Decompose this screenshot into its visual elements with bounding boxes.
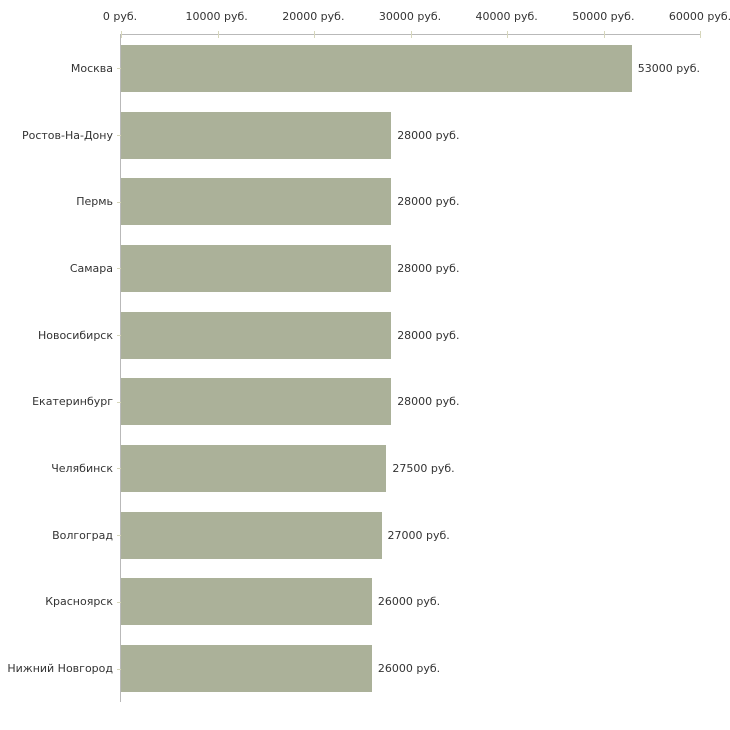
x-axis-tick-label: 60000 руб. [668, 10, 730, 23]
category-label: Екатеринбург [32, 395, 113, 409]
value-label: 27000 руб. [387, 528, 450, 542]
category-label: Москва [70, 61, 113, 75]
category-label: Новосибирск [37, 328, 113, 342]
x-axis-tick-mark [700, 31, 701, 38]
bar-row: Самара 28000 руб. [70, 235, 700, 302]
x-axis-tick-mark [507, 31, 508, 38]
bar [121, 311, 392, 359]
y-axis-tick-mark [117, 335, 121, 337]
bar [121, 578, 372, 626]
y-axis-tick-mark [117, 68, 121, 70]
value-label: 26000 руб. [377, 662, 441, 676]
value-label: 28000 руб. [397, 128, 460, 142]
y-axis-tick-mark [117, 135, 121, 137]
category-label: Красноярск [45, 595, 113, 609]
bar-row: Новосибирск 28000 руб. [38, 302, 700, 369]
value-label: 27500 руб. [392, 461, 455, 475]
x-axis-tick-label: 10000 руб. [185, 10, 248, 23]
bar-row: Пермь 28000 руб. [76, 168, 700, 235]
x-axis-tick-mark [217, 31, 219, 38]
value-label: 26000 руб. [377, 595, 441, 609]
y-axis-tick-mark [117, 468, 121, 470]
bar [121, 244, 392, 292]
category-label: Пермь [76, 195, 113, 209]
value-label: 28000 руб. [397, 261, 460, 275]
bar [121, 44, 632, 92]
x-axis-tick-mark [121, 31, 122, 38]
bar [121, 178, 392, 226]
bar [121, 111, 392, 159]
bar [121, 444, 387, 492]
bar-row: Нижний Новгород 26000 руб. [7, 635, 700, 702]
x-axis-tick-label: 0 руб. [102, 10, 138, 23]
x-axis-tick-mark [314, 31, 315, 38]
x-axis-tick-label: 30000 руб. [378, 10, 442, 23]
y-axis-tick-mark [117, 601, 121, 603]
y-axis-tick-mark [117, 535, 121, 537]
y-axis-tick-mark [117, 401, 121, 403]
bar [121, 378, 392, 426]
x-axis-tick-label: 50000 руб. [572, 10, 635, 23]
y-axis-tick-mark [117, 668, 121, 670]
x-axis-tick-label: 40000 руб. [475, 10, 538, 23]
category-label: Нижний Новгород [7, 662, 113, 676]
x-axis-tick-mark [603, 31, 605, 38]
y-axis-tick-mark [117, 268, 121, 270]
x-axis-tick-labels: 0 руб. 10000 руб. 20000 руб. 30000 руб. 4000… [103, 10, 730, 24]
category-label: Ростов-На-Дону [21, 128, 113, 142]
value-label: 28000 руб. [397, 395, 460, 409]
category-label: Самара [69, 261, 113, 275]
bar-row: Волгоград 27000 руб. [52, 502, 700, 569]
x-axis-tick-mark [410, 31, 412, 38]
bar-row: Москва 53000 руб. [71, 35, 700, 102]
plot-area: Москва 53000 руб. Ростов-На-Дону 28000 р… [7, 31, 701, 702]
bar-row: Ростов-На-Дону 28000 руб. [22, 102, 700, 169]
y-axis-tick-mark [117, 201, 121, 203]
category-label: Волгоград [52, 528, 113, 542]
value-label: 28000 руб. [397, 195, 460, 209]
value-label: 53000 руб. [637, 61, 700, 75]
category-label: Челябинск [51, 461, 113, 475]
bar-row: Челябинск 27500 руб. [51, 435, 700, 502]
bar-row: Красноярск 26000 руб. [45, 569, 700, 636]
bar [121, 511, 382, 559]
value-label: 28000 руб. [397, 328, 460, 342]
x-axis-tick-label: 20000 руб. [282, 10, 345, 23]
bar-row: Екатеринбург 28000 руб. [32, 368, 700, 435]
bar [121, 645, 372, 693]
